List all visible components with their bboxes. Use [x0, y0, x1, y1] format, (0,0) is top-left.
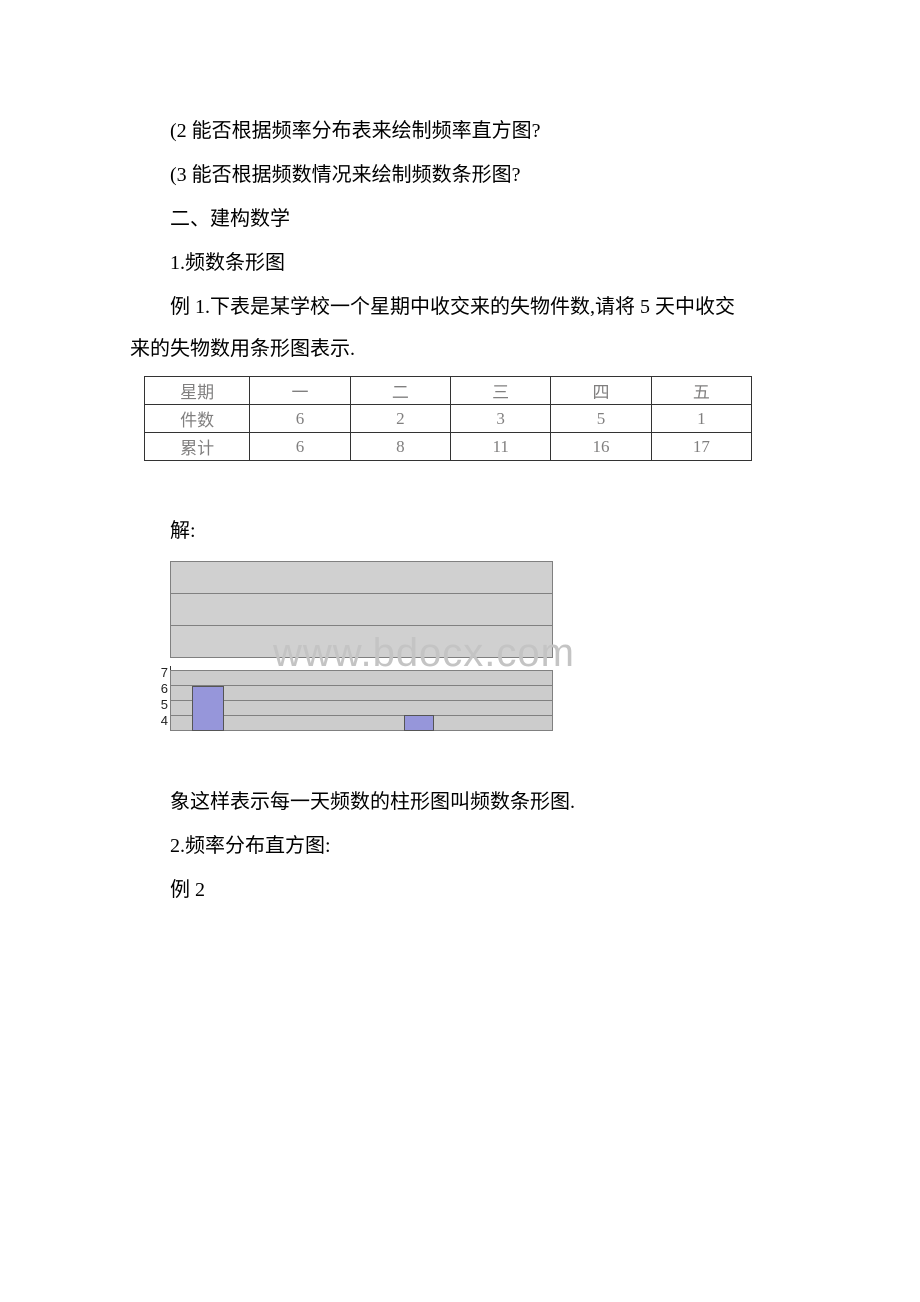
lost-items-table: 星期 一 二 三 四 五 件数 6 2 3 5 1 累计 6 8 11 16 1…	[144, 376, 752, 461]
grid-row	[170, 715, 553, 731]
grid-row	[170, 685, 553, 700]
table-cell: 累计	[145, 433, 250, 461]
table-row: 累计 6 8 11 16 17	[145, 433, 752, 461]
y-axis-label: 5	[152, 697, 168, 712]
grid-row	[170, 700, 553, 715]
question-3: (3 能否根据频数情况来绘制频数条形图?	[130, 154, 790, 196]
table-row: 星期 一 二 三 四 五	[145, 377, 752, 405]
chart-bar	[192, 686, 224, 731]
y-axis-label: 6	[152, 681, 168, 696]
table-cell: 6	[250, 405, 350, 433]
table-row: 件数 6 2 3 5 1	[145, 405, 752, 433]
table-cell: 三	[451, 377, 551, 405]
section-2-title: 二、建构数学	[130, 198, 790, 240]
table-cell: 件数	[145, 405, 250, 433]
solution-label: 解:	[130, 511, 790, 551]
subsection-2-title: 2.频率分布直方图:	[130, 825, 790, 867]
table-cell: 17	[651, 433, 751, 461]
chart-bar	[404, 715, 434, 731]
y-axis-label: 7	[152, 665, 168, 680]
grid-row	[170, 593, 553, 625]
question-2: (2 能否根据频率分布表来绘制频率直方图?	[130, 110, 790, 152]
example-2-label: 例 2	[130, 869, 790, 911]
grid-row	[170, 561, 553, 593]
chart-upper-grid: www.bdocx.com	[170, 559, 684, 666]
example-1-text: 例 1.下表是某学校一个星期中收交来的失物件数,请将 5 天中收交	[170, 296, 735, 318]
table-cell: 3	[451, 405, 551, 433]
table-cell: 8	[350, 433, 450, 461]
chart-description: 象这样表示每一天频数的柱形图叫频数条形图.	[130, 781, 790, 823]
table-cell: 星期	[145, 377, 250, 405]
table-cell: 11	[451, 433, 551, 461]
subsection-1-title: 1.频数条形图	[130, 242, 790, 284]
y-axis-label: 4	[152, 713, 168, 728]
table-cell: 一	[250, 377, 350, 405]
table-cell: 五	[651, 377, 751, 405]
watermark-text: www.bdocx.com	[273, 631, 575, 676]
frequency-bar-chart: www.bdocx.com 7 6 5 4	[148, 559, 683, 731]
table-cell: 1	[651, 405, 751, 433]
table-cell: 6	[250, 433, 350, 461]
example-1-intro: 例 1.下表是某学校一个星期中收交来的失物件数,请将 5 天中收交 来的失物数用…	[130, 286, 790, 370]
table-cell: 16	[551, 433, 651, 461]
table-cell: 2	[350, 405, 450, 433]
table-cell: 5	[551, 405, 651, 433]
table-cell: 二	[350, 377, 450, 405]
example-1-text-wrap: 来的失物数用条形图表示.	[130, 328, 790, 370]
table-cell: 四	[551, 377, 651, 405]
